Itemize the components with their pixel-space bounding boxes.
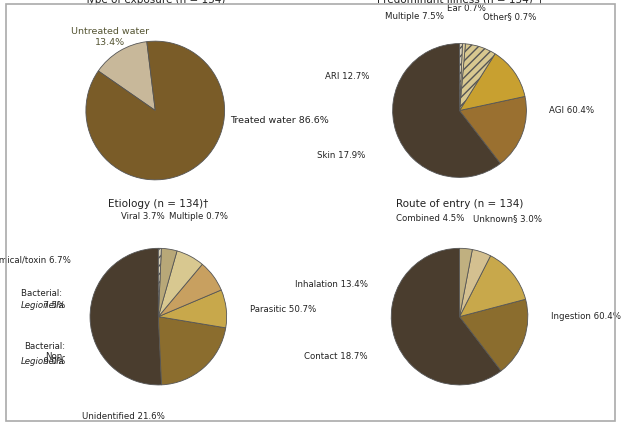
Text: 9.0%: 9.0% bbox=[16, 357, 65, 366]
Text: Multiple 7.5%: Multiple 7.5% bbox=[385, 12, 444, 21]
Wedge shape bbox=[86, 41, 225, 180]
Wedge shape bbox=[158, 248, 177, 317]
Wedge shape bbox=[90, 248, 161, 385]
Text: Untreated water
13.4%: Untreated water 13.4% bbox=[71, 28, 150, 47]
Text: Inhalation 13.4%: Inhalation 13.4% bbox=[295, 280, 368, 289]
Wedge shape bbox=[460, 248, 473, 317]
Title: Etiology (n = 134)†: Etiology (n = 134)† bbox=[108, 199, 209, 209]
Text: Unknown§ 3.0%: Unknown§ 3.0% bbox=[473, 214, 542, 223]
Text: Unidentified 21.6%: Unidentified 21.6% bbox=[82, 412, 165, 422]
Wedge shape bbox=[392, 44, 501, 177]
Text: Legionella: Legionella bbox=[21, 357, 65, 366]
Wedge shape bbox=[158, 251, 202, 317]
Wedge shape bbox=[158, 290, 227, 328]
Wedge shape bbox=[460, 299, 528, 371]
Text: 7.5%: 7.5% bbox=[16, 301, 65, 310]
Text: Ear 0.7%: Ear 0.7% bbox=[446, 3, 486, 13]
Wedge shape bbox=[391, 248, 501, 385]
Wedge shape bbox=[98, 42, 155, 110]
Text: Multiple 0.7%: Multiple 0.7% bbox=[169, 212, 228, 221]
Text: Viral 3.7%: Viral 3.7% bbox=[122, 212, 165, 221]
Text: Contact 18.7%: Contact 18.7% bbox=[304, 352, 368, 361]
Text: Bacterial:
Non-: Bacterial: Non- bbox=[24, 342, 65, 361]
Text: Other§ 0.7%: Other§ 0.7% bbox=[483, 12, 537, 21]
Wedge shape bbox=[460, 256, 525, 317]
Wedge shape bbox=[460, 44, 495, 110]
Text: Combined 4.5%: Combined 4.5% bbox=[396, 214, 465, 223]
Title: Type of exposure (n = 134): Type of exposure (n = 134) bbox=[84, 0, 226, 5]
Text: Bacterial:: Bacterial: bbox=[21, 289, 65, 298]
Wedge shape bbox=[460, 54, 525, 110]
Wedge shape bbox=[460, 96, 527, 164]
Text: Chemical/toxin 6.7%: Chemical/toxin 6.7% bbox=[0, 255, 71, 264]
Text: ARI 12.7%: ARI 12.7% bbox=[325, 72, 369, 81]
Wedge shape bbox=[460, 249, 491, 317]
Title: Predominant illness (n = 134)*†: Predominant illness (n = 134)*† bbox=[376, 0, 543, 5]
Title: Route of entry (n = 134): Route of entry (n = 134) bbox=[396, 199, 524, 209]
Text: Skin 17.9%: Skin 17.9% bbox=[317, 151, 366, 160]
Text: Treated water 86.6%: Treated water 86.6% bbox=[230, 116, 329, 125]
Wedge shape bbox=[460, 44, 463, 110]
Text: Ingestion 60.4%: Ingestion 60.4% bbox=[551, 312, 621, 321]
Wedge shape bbox=[158, 317, 225, 385]
Wedge shape bbox=[158, 248, 161, 317]
Text: Legionella: Legionella bbox=[21, 301, 65, 310]
Text: AGI 60.4%: AGI 60.4% bbox=[550, 106, 594, 115]
Text: Parasitic 50.7%: Parasitic 50.7% bbox=[250, 306, 316, 314]
Wedge shape bbox=[158, 264, 221, 317]
Wedge shape bbox=[460, 44, 465, 110]
